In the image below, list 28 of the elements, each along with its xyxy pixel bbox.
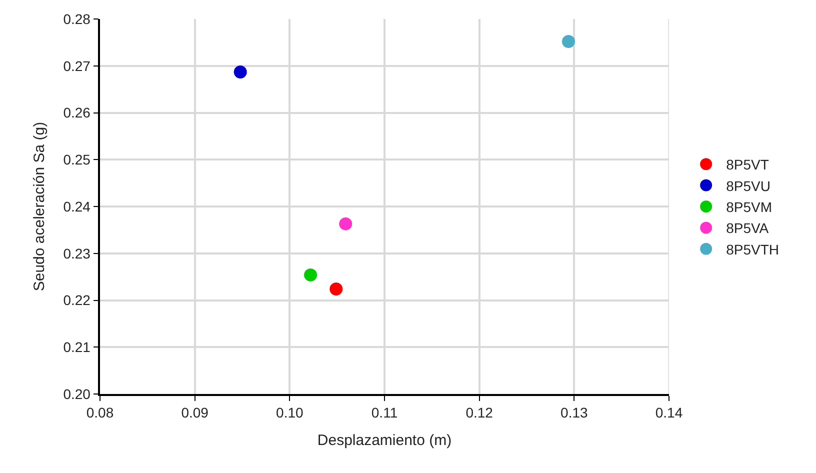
x-tick-label: 0.10 [276, 404, 304, 421]
y-tick-label: 0.26 [63, 104, 91, 121]
x-tick-label: 0.09 [181, 404, 209, 421]
y-axis-title: Seudo aceleración Sa (g) [30, 122, 48, 292]
point [330, 282, 343, 296]
legend-label: 8P5VA [726, 220, 770, 236]
x-tick-label: 0.08 [86, 404, 114, 421]
y-tick-label: 0.25 [63, 152, 91, 168]
legend-label: 8P5VU [726, 178, 770, 194]
y-tick-label: 0.21 [63, 339, 91, 356]
x-axis-title: Desplazamiento (m) [317, 432, 452, 450]
y-tick-label: 0.22 [63, 292, 91, 308]
x-tick-label: 0.11 [371, 404, 398, 421]
y-tick-label: 0.28 [63, 10, 91, 27]
y-tick-label: 0.24 [63, 198, 91, 214]
legend-label: 8P5VTH [726, 241, 779, 258]
x-tick-label: 0.12 [466, 404, 494, 421]
y-tick-label: 0.23 [63, 245, 91, 262]
point [304, 268, 318, 282]
x-tick-label: 0.14 [655, 404, 683, 421]
y-tick-label: 0.27 [63, 58, 91, 74]
legend-label: 8P5VT [726, 156, 770, 173]
y-tick-label: 0.20 [63, 386, 91, 402]
legend-label: 8P5VM [726, 198, 772, 215]
point [339, 217, 352, 230]
x-tick-label: 0.13 [560, 404, 588, 421]
point [234, 65, 247, 78]
point [562, 35, 575, 48]
